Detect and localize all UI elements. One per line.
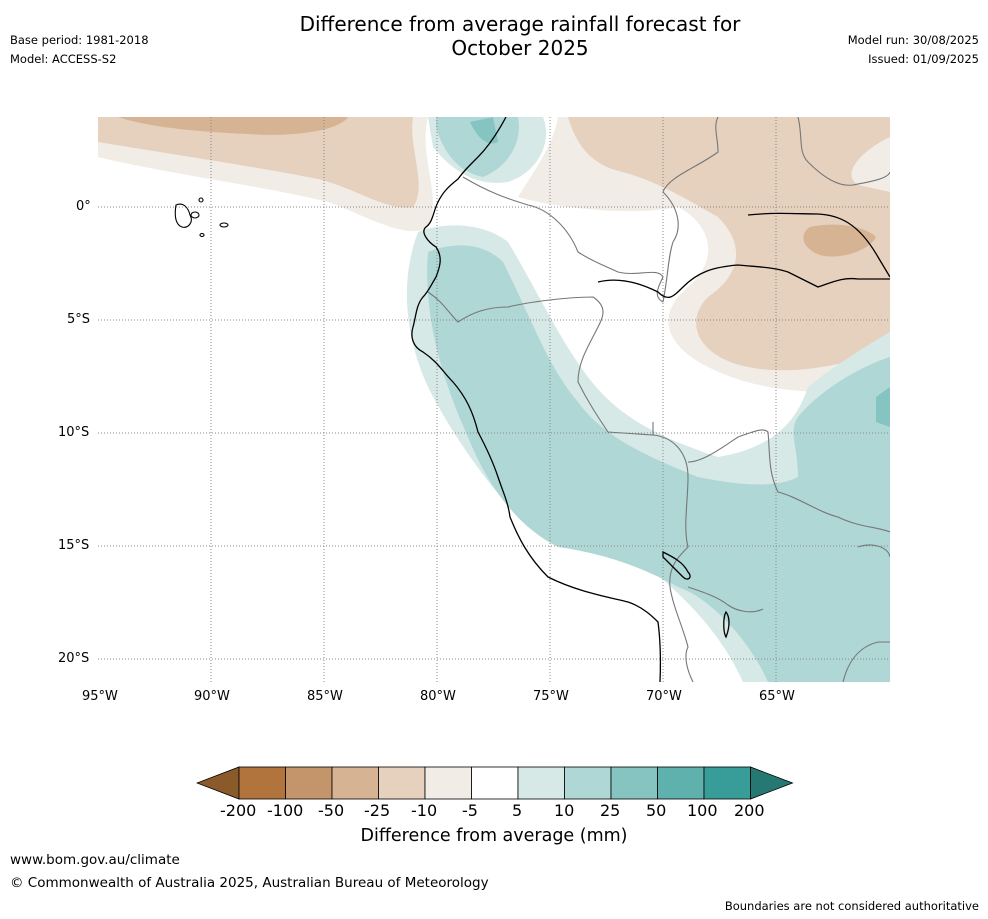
colorbar-segment <box>517 766 565 800</box>
colorbar-tick: -100 <box>267 801 304 820</box>
colorbar-tick: 10 <box>554 801 575 820</box>
issued-date: Issued: 01/09/2025 <box>868 52 979 66</box>
lat-label-10s: 10°S <box>58 425 90 440</box>
model-name: Model: ACCESS-S2 <box>10 52 117 66</box>
colorbar-segment <box>703 766 751 800</box>
colorbar-tick: 200 <box>734 801 765 820</box>
dry-anomaly-regions <box>98 117 890 392</box>
colorbar-tick: 25 <box>600 801 621 820</box>
title-line-2: October 2025 <box>451 36 589 60</box>
colorbar-tick: -50 <box>318 801 345 820</box>
colorbar-segment <box>564 766 612 800</box>
lon-label-80w: 80°W <box>420 689 456 704</box>
colorbar-tick: -5 <box>462 801 478 820</box>
boundaries-disclaimer: Boundaries are not considered authoritat… <box>724 899 979 913</box>
colorbar-tick: 100 <box>687 801 718 820</box>
copyright-notice: © Commonwealth of Australia 2025, Austra… <box>10 875 489 891</box>
base-period: Base period: 1981-2018 <box>10 33 149 47</box>
model-run-date: Model run: 30/08/2025 <box>847 33 979 47</box>
colorbar-segment <box>238 766 286 800</box>
lat-label-20s: 20°S <box>58 651 90 666</box>
lat-label-5s: 5°S <box>67 312 91 327</box>
colorbar-tick: -25 <box>364 801 391 820</box>
lat-label-15s: 15°S <box>58 538 90 553</box>
galapagos-islands <box>174 197 229 238</box>
colorbar-tick: 50 <box>646 801 667 820</box>
colorbar <box>196 766 794 800</box>
lon-label-70w: 70°W <box>646 689 682 704</box>
colorbar-extend-high <box>750 766 794 800</box>
chart-title: Difference from average rainfall forecas… <box>0 12 988 60</box>
lon-label-85w: 85°W <box>307 689 343 704</box>
colorbar-segment <box>424 766 472 800</box>
graticule <box>98 117 890 682</box>
title-line-1: Difference from average rainfall forecas… <box>299 12 741 36</box>
lon-label-65w: 65°W <box>759 689 795 704</box>
colorbar-segment <box>378 766 426 800</box>
colorbar-extend-low <box>196 766 240 800</box>
lon-label-95w: 95°W <box>82 689 118 704</box>
colorbar-segment <box>657 766 705 800</box>
colorbar-segment <box>610 766 658 800</box>
coastline <box>411 117 890 682</box>
rainfall-map <box>98 117 890 682</box>
wet-anomaly-regions <box>406 117 890 682</box>
colorbar-segment <box>471 766 519 800</box>
colorbar-tick: 5 <box>512 801 523 820</box>
colorbar-segment <box>285 766 333 800</box>
lon-label-90w: 90°W <box>194 689 230 704</box>
lon-label-75w: 75°W <box>533 689 569 704</box>
colorbar-tick: -200 <box>220 801 257 820</box>
website-link[interactable]: www.bom.gov.au/climate <box>10 852 180 868</box>
country-borders <box>427 117 890 682</box>
colorbar-tick: -10 <box>411 801 438 820</box>
lat-label-0: 0° <box>76 199 91 214</box>
colorbar-title: Difference from average (mm) <box>360 826 628 846</box>
colorbar-segment <box>331 766 379 800</box>
